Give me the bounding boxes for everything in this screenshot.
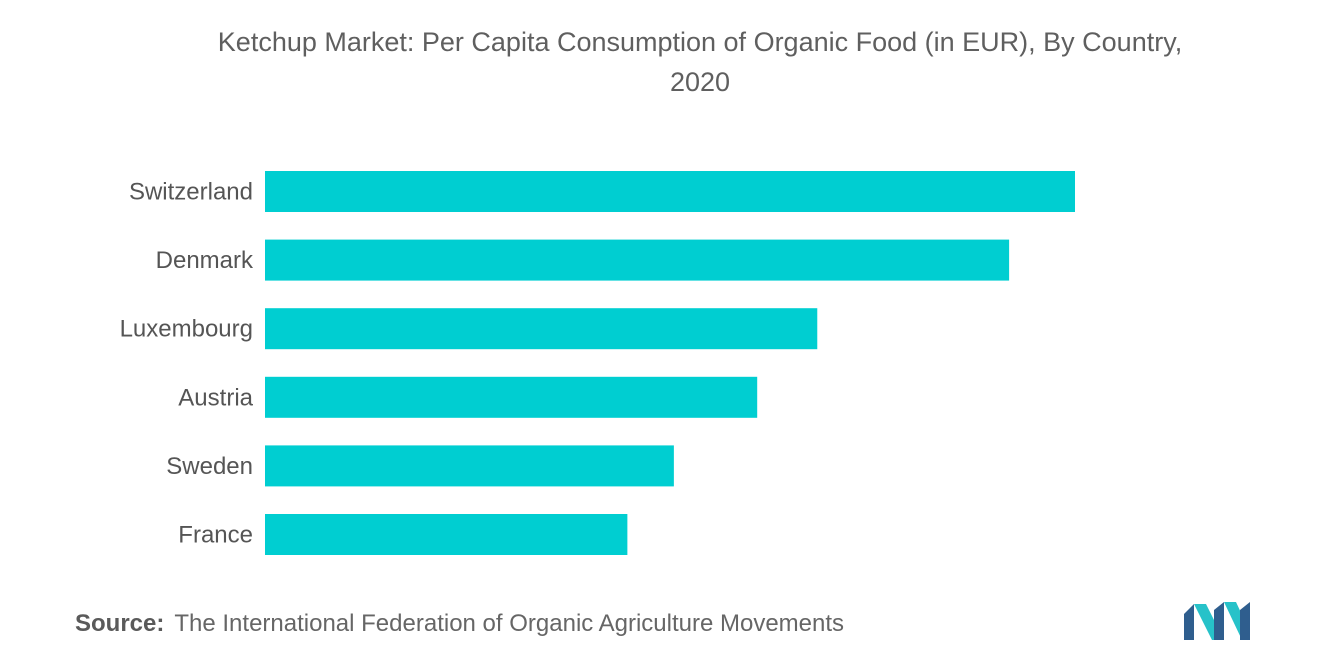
- bar-france: [265, 514, 628, 555]
- company-logo-icon: [1184, 602, 1250, 640]
- source-text: The International Federation of Organic …: [174, 610, 845, 637]
- category-label-switzerland: Switzerland: [129, 179, 253, 206]
- category-label-luxembourg: Luxembourg: [120, 316, 253, 343]
- bar-austria: [265, 376, 758, 418]
- chart-title: Ketchup Market: Per Capita Consumption o…: [60, 22, 1320, 102]
- category-label-denmark: Denmark: [156, 247, 254, 274]
- bars-group: [265, 171, 1075, 555]
- chart-title-line-1: Ketchup Market: Per Capita Consumption o…: [217, 27, 1183, 57]
- bar-luxembourg: [265, 308, 818, 350]
- bar-chart: Switzerland Denmark Luxembourg Austria Swede…: [120, 171, 1075, 555]
- category-label-austria: Austria: [178, 384, 253, 411]
- bar-sweden: [265, 445, 674, 487]
- source-footer: Source: The International Federation of O…: [75, 610, 844, 638]
- bar-switzerland: [265, 171, 1075, 212]
- chart-title-line-2: 2020: [669, 67, 731, 97]
- source-label: Source:: [75, 610, 165, 637]
- category-labels-group: Switzerland Denmark Luxembourg Austria Swede…: [120, 179, 254, 549]
- category-label-france: France: [178, 522, 253, 549]
- category-label-sweden: Sweden: [166, 453, 253, 480]
- bar-denmark: [265, 239, 1010, 281]
